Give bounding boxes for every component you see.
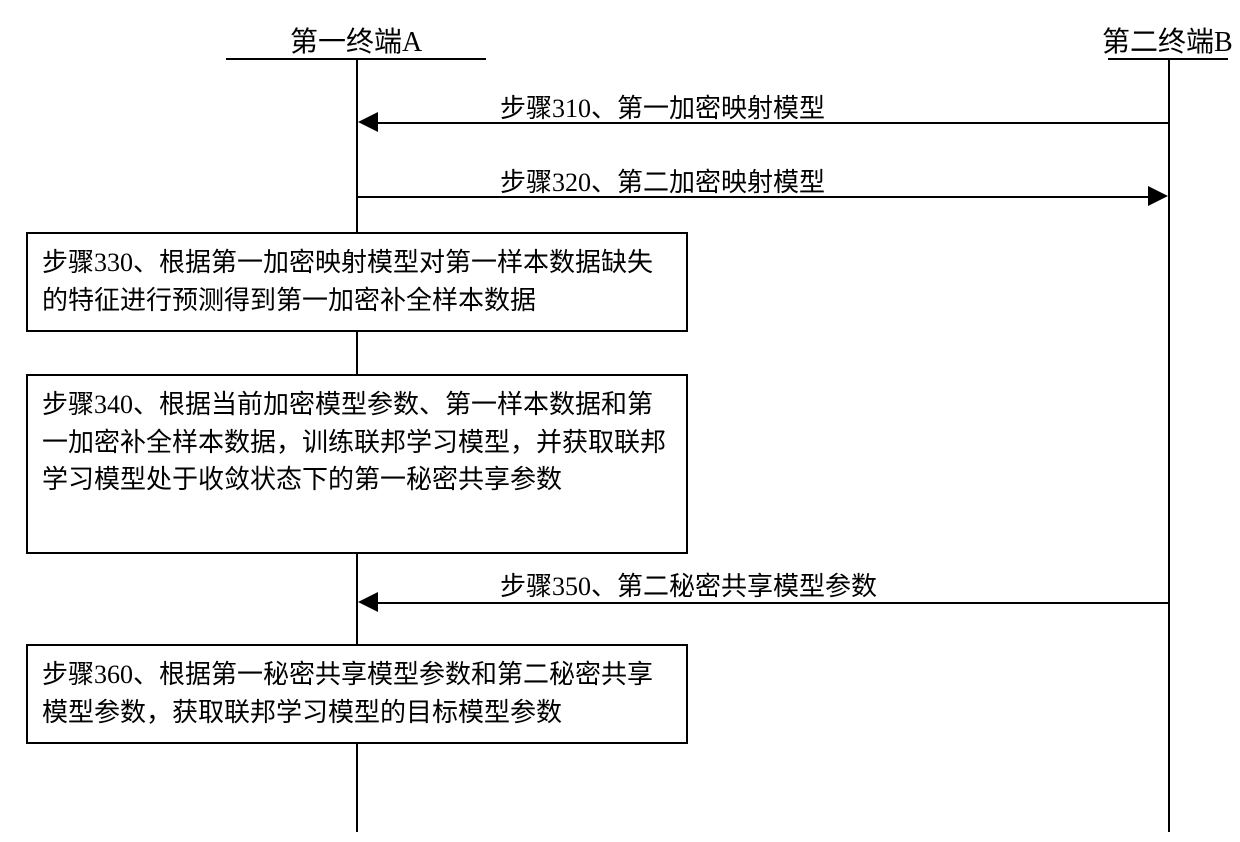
msg-320-label: 步骤320、第二加密映射模型 bbox=[500, 162, 825, 199]
lifeline-b bbox=[1168, 58, 1170, 832]
step-360-box: 步骤360、根据第一秘密共享模型参数和第二秘密共享模型参数，获取联邦学习模型的目… bbox=[26, 644, 688, 744]
participant-a-label: 第一终端A bbox=[290, 20, 422, 60]
msg-350-label: 步骤350、第二秘密共享模型参数 bbox=[500, 566, 877, 603]
lifeline-a-seg2 bbox=[356, 332, 358, 374]
lifeline-a-seg1 bbox=[356, 58, 358, 232]
lifeline-a-seg4 bbox=[356, 744, 358, 832]
msg-350-arrowhead bbox=[358, 592, 378, 612]
msg-310-line bbox=[378, 122, 1168, 124]
msg-310-label: 步骤310、第一加密映射模型 bbox=[500, 88, 825, 125]
sequence-diagram: 第一终端A 第二终端B 步骤310、第一加密映射模型 步骤320、第二加密映射模… bbox=[0, 0, 1240, 842]
msg-320-line bbox=[358, 196, 1148, 198]
step-340-box: 步骤340、根据当前加密模型参数、第一样本数据和第一加密补全样本数据，训练联邦学… bbox=[26, 374, 688, 554]
msg-320-arrowhead bbox=[1148, 186, 1168, 206]
msg-350-line bbox=[378, 602, 1168, 604]
step-330-box: 步骤330、根据第一加密映射模型对第一样本数据缺失的特征进行预测得到第一加密补全… bbox=[26, 232, 688, 332]
participant-b-label: 第二终端B bbox=[1102, 20, 1233, 60]
msg-310-arrowhead bbox=[358, 112, 378, 132]
